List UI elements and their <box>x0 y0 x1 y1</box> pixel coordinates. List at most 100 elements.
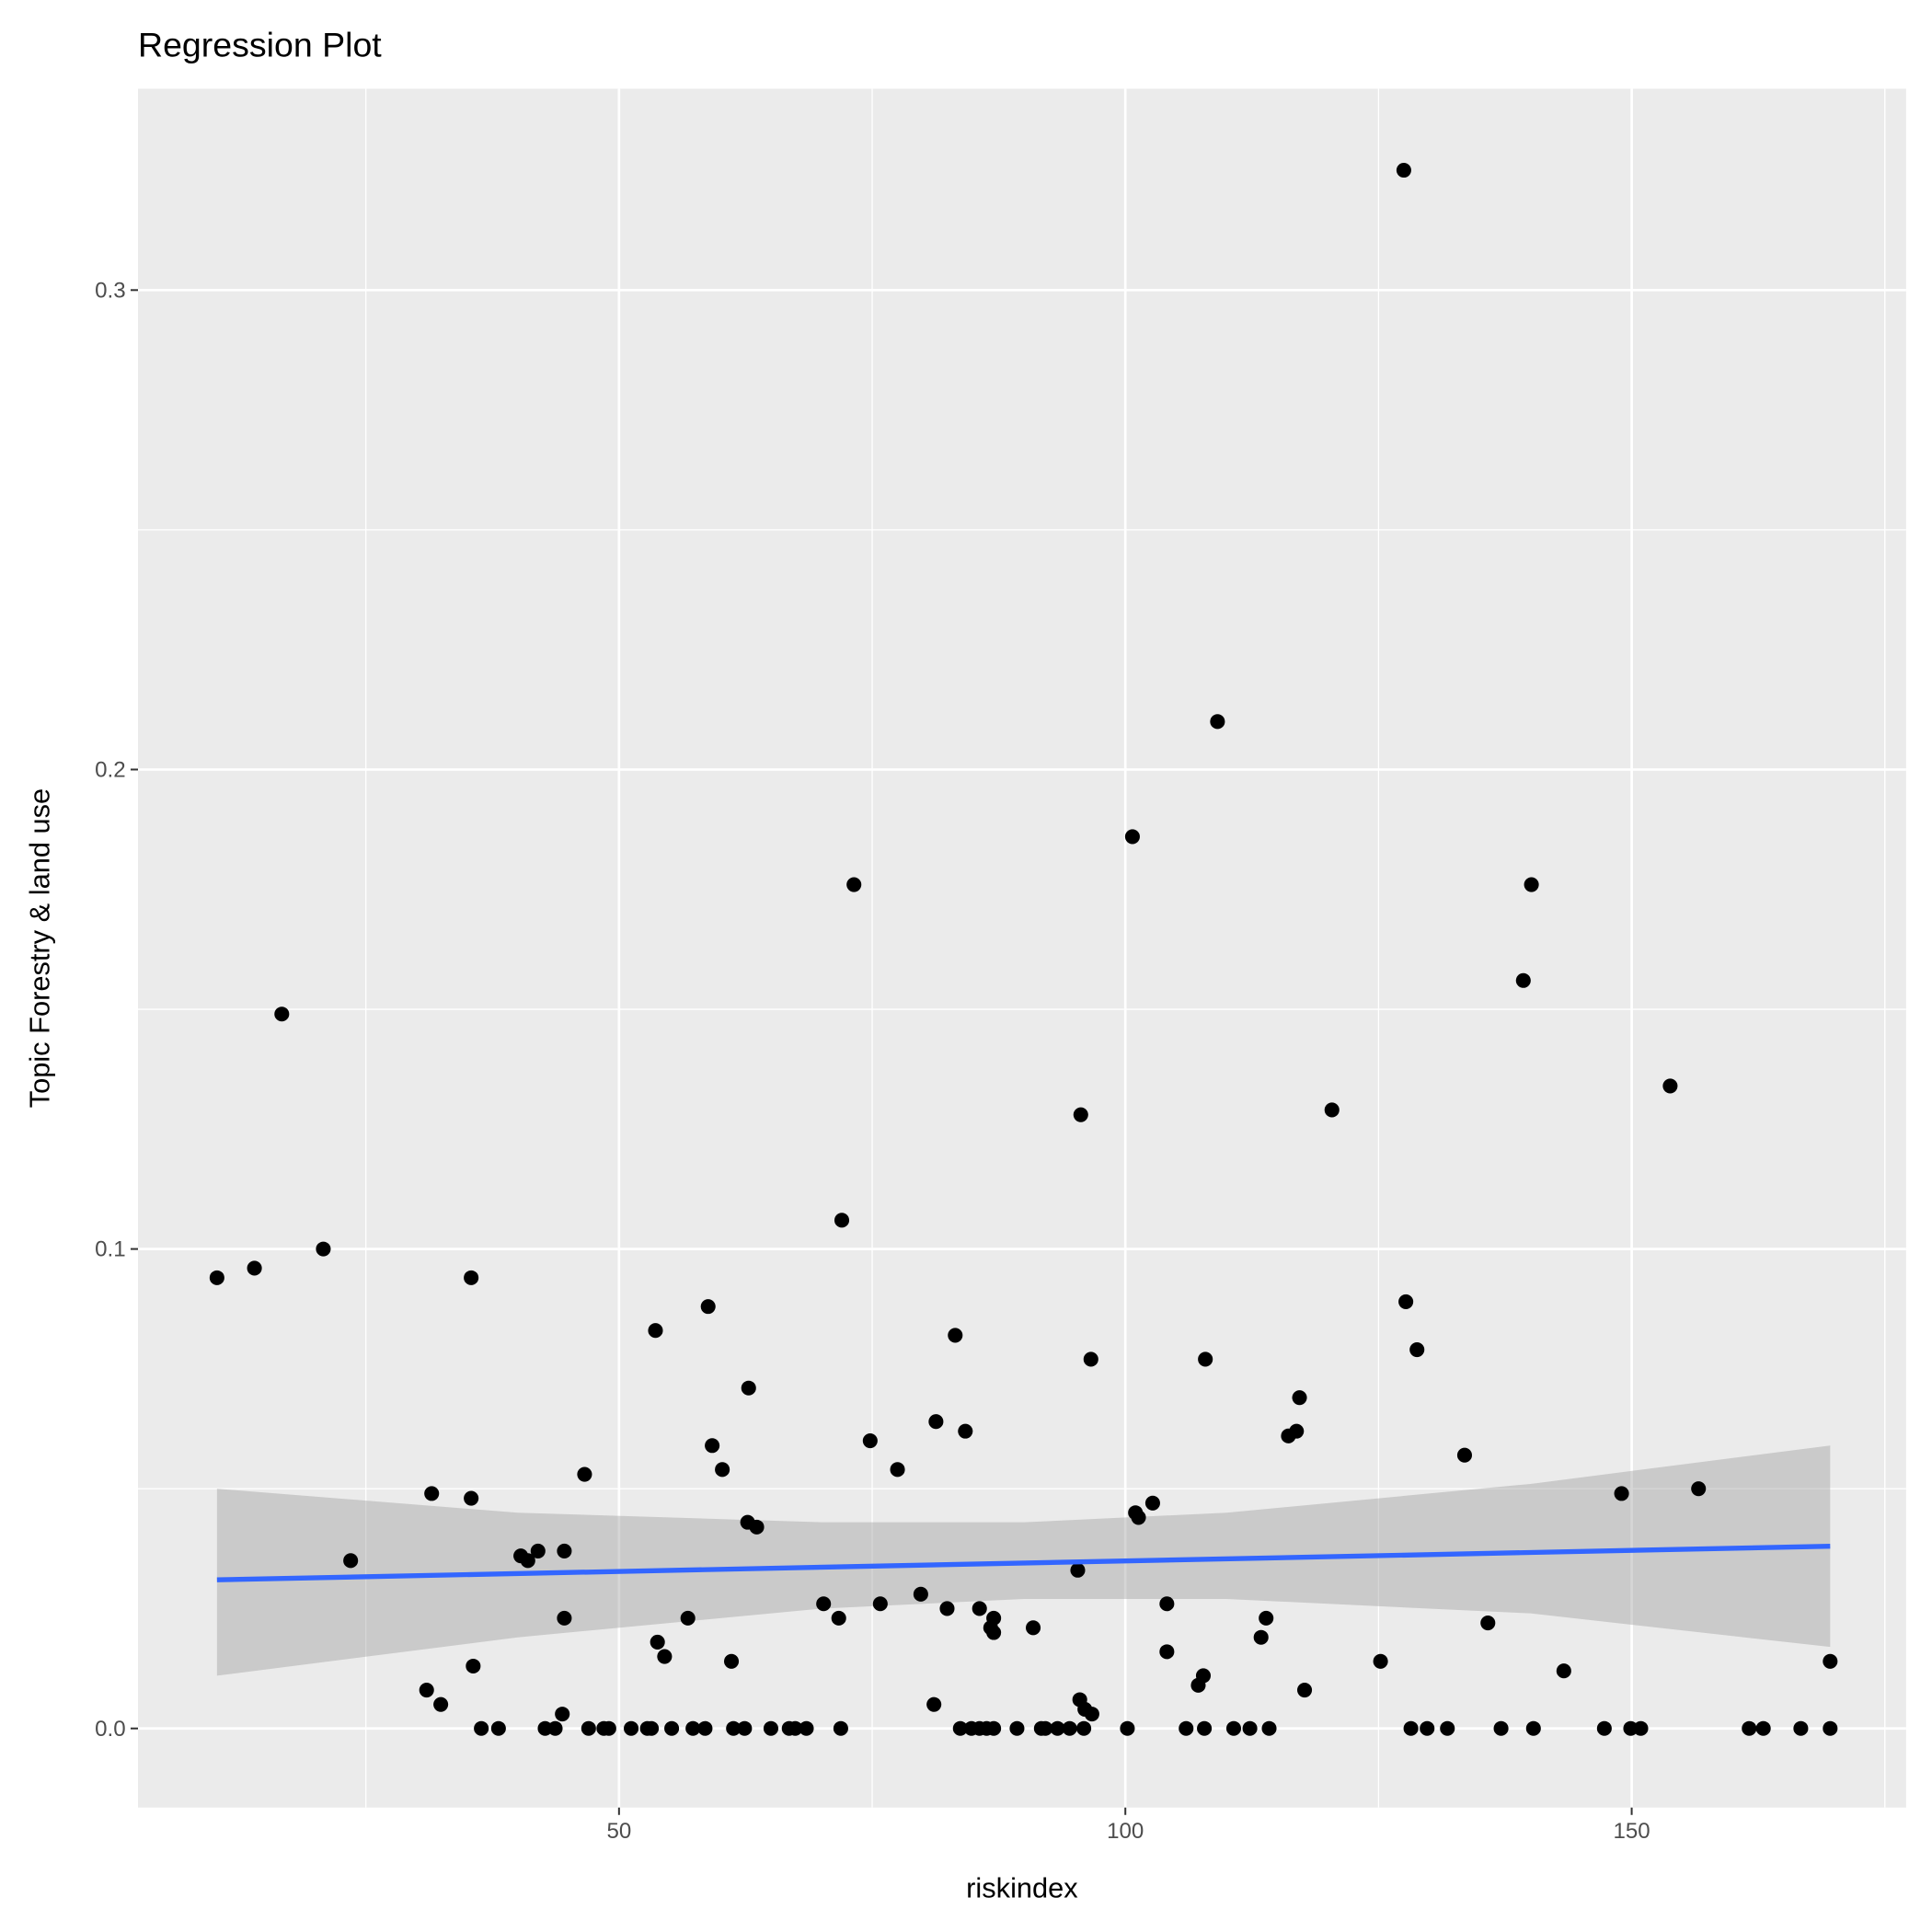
data-point <box>831 1610 846 1626</box>
data-point <box>1131 1510 1146 1525</box>
data-point <box>433 1696 449 1712</box>
data-point <box>1396 162 1411 178</box>
data-point <box>1823 1720 1838 1736</box>
data-point <box>763 1720 778 1736</box>
data-point <box>986 1610 1002 1626</box>
data-point <box>799 1720 814 1736</box>
data-point <box>1403 1720 1419 1736</box>
points-group <box>209 162 1838 1736</box>
data-point <box>547 1720 563 1736</box>
data-point <box>1076 1720 1092 1736</box>
data-point <box>316 1241 331 1257</box>
data-point <box>1124 829 1140 845</box>
data-point <box>530 1543 546 1558</box>
data-point <box>1755 1720 1771 1736</box>
data-point <box>1159 1596 1175 1612</box>
data-point <box>715 1462 730 1478</box>
data-point <box>1120 1720 1135 1736</box>
data-point <box>1253 1629 1269 1645</box>
data-point <box>697 1720 713 1736</box>
data-point <box>1009 1720 1025 1736</box>
data-point <box>644 1720 660 1736</box>
data-point <box>1292 1390 1307 1406</box>
data-point <box>1515 972 1531 988</box>
data-point <box>1480 1616 1496 1631</box>
data-point <box>737 1720 753 1736</box>
data-point <box>664 1720 680 1736</box>
data-point <box>939 1601 955 1616</box>
data-point <box>490 1720 506 1736</box>
data-point <box>890 1462 905 1478</box>
data-point <box>1038 1720 1053 1736</box>
regression-line-group <box>216 1544 1831 1582</box>
data-point <box>1026 1620 1041 1636</box>
data-point <box>972 1601 987 1616</box>
data-point <box>1084 1707 1099 1722</box>
data-point <box>926 1696 942 1712</box>
data-point <box>1409 1342 1425 1358</box>
data-point <box>1623 1720 1639 1736</box>
data-point <box>705 1438 720 1454</box>
data-point <box>1261 1720 1277 1736</box>
data-point <box>1324 1102 1340 1118</box>
data-point <box>834 1213 850 1228</box>
data-point <box>464 1270 479 1285</box>
data-point <box>726 1720 742 1736</box>
data-point <box>1691 1481 1707 1497</box>
data-point <box>1210 714 1225 730</box>
data-point <box>1556 1663 1571 1679</box>
data-point <box>846 877 862 892</box>
data-point <box>872 1596 888 1612</box>
data-point <box>209 1270 224 1285</box>
data-point <box>723 1653 740 1669</box>
data-point <box>788 1720 803 1736</box>
x-tick-label: 100 <box>1107 1819 1144 1844</box>
data-point <box>650 1634 665 1650</box>
x-tick-label: 50 <box>606 1819 631 1844</box>
data-point <box>555 1707 570 1722</box>
data-point <box>948 1328 963 1343</box>
data-point <box>1259 1610 1274 1626</box>
data-point <box>1297 1683 1313 1698</box>
data-point <box>749 1519 765 1535</box>
data-point <box>648 1323 663 1339</box>
data-point <box>1179 1720 1194 1736</box>
chart-title: Regression Plot <box>138 26 382 64</box>
data-point <box>1742 1720 1757 1736</box>
data-point <box>1050 1720 1065 1736</box>
data-point <box>581 1720 596 1736</box>
data-point <box>928 1414 944 1430</box>
data-point <box>1062 1720 1077 1736</box>
plot-panel <box>138 88 1906 1808</box>
data-point <box>466 1658 481 1674</box>
data-point <box>247 1260 262 1276</box>
data-point <box>577 1466 592 1482</box>
data-point <box>419 1683 434 1698</box>
data-point <box>1793 1720 1809 1736</box>
x-axis-label: riskindex <box>966 1872 1078 1904</box>
data-point <box>1524 877 1539 892</box>
data-point <box>1197 1720 1213 1736</box>
data-point <box>1159 1644 1175 1660</box>
data-point <box>1198 1351 1213 1367</box>
data-point <box>700 1299 716 1315</box>
data-point <box>537 1720 553 1736</box>
data-point <box>1614 1486 1629 1501</box>
data-point <box>1242 1720 1258 1736</box>
data-point <box>274 1006 290 1022</box>
data-point <box>343 1553 359 1569</box>
axes: 50 100 150 0.0 0.1 0.2 0.3 <box>95 278 1650 1844</box>
data-point <box>1144 1495 1160 1511</box>
data-point <box>1073 1107 1088 1122</box>
data-point <box>862 1433 878 1449</box>
data-point <box>557 1543 572 1558</box>
data-point <box>424 1486 440 1501</box>
y-tick-label: 0.0 <box>95 1717 126 1742</box>
data-point <box>557 1610 572 1626</box>
data-point <box>1398 1294 1414 1309</box>
data-point <box>601 1720 616 1736</box>
data-point <box>1440 1720 1455 1736</box>
data-point <box>1456 1447 1472 1463</box>
data-point <box>1596 1720 1612 1736</box>
data-point <box>816 1596 832 1612</box>
